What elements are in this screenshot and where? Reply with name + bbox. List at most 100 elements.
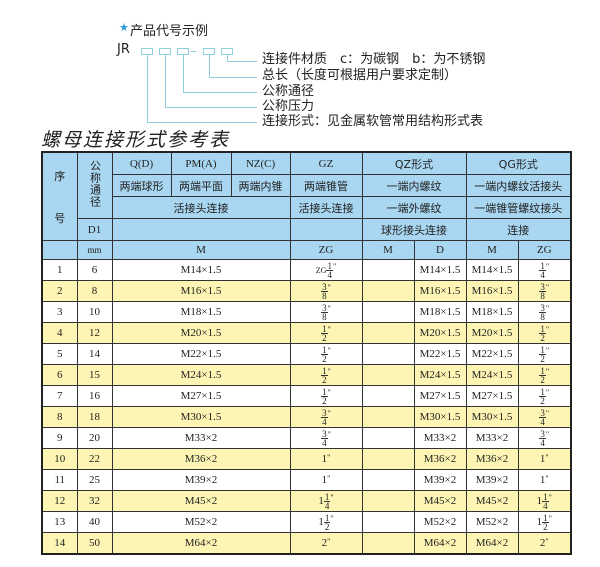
cell-qz-d: M14×1.5 (413, 259, 467, 281)
cell-qz-m (361, 385, 415, 407)
header-seq: 序号 (41, 151, 78, 241)
cell-qz-m (361, 364, 415, 386)
desc-connection: 连接形式：见金属软管常用结构形式表 (262, 114, 484, 129)
cell-no: 11 (41, 469, 78, 491)
table-row: 10 22 M36×2 1" M36×2 M36×2 1" (41, 448, 572, 470)
table-title: 螺母连接形式参考表 (41, 129, 231, 151)
cell-qg-zg: 3 4 " (517, 406, 572, 428)
code-box-length (203, 48, 215, 55)
cell-qz-d: M52×2 (413, 511, 467, 533)
cell-no: 12 (41, 490, 78, 512)
desc-pressure: 公称压力 (262, 99, 315, 114)
cell-qg-zg: 3 8 " (517, 280, 572, 302)
cell-d1: 12 (76, 322, 113, 344)
cell-qg-m: M14×1.5 (465, 259, 519, 281)
desc-material: 连接件材质 c：为碳钢 b：为不锈钢 (262, 52, 486, 67)
table-row: 7 16 M27×1.5 1 2 " M27×1.5 M27×1.5 1 2 " (41, 385, 572, 407)
cell-qg-zg: 3 4 " (517, 427, 572, 449)
cell-qz-d: M22×1.5 (413, 343, 467, 365)
cell-m: M22×1.5 (111, 343, 291, 365)
header-qz-desc1: 一端内螺纹 (361, 174, 467, 197)
cell-m: M27×1.5 (111, 385, 291, 407)
table-row: 2 8 M16×1.5 3 8 " M16×1.5 M16×1.5 3 8 " (41, 280, 572, 302)
table-row: 13 40 M52×2 1 1 2 " M52×2 M52×2 1 1 2 " (41, 511, 572, 533)
cell-qg-zg: 1 1 4 " (517, 490, 572, 512)
cell-d1: 10 (76, 301, 113, 323)
header-gz: GZ (289, 151, 363, 175)
header-qg-desc1: 一端内螺纹活接头 (465, 174, 572, 197)
cell-d1: 14 (76, 343, 113, 365)
cell-qz-m (361, 532, 415, 555)
cell-qz-m (361, 490, 415, 512)
cell-qg-m: M22×1.5 (465, 343, 519, 365)
cell-no: 2 (41, 280, 78, 302)
table-row: 4 12 M20×1.5 1 2 " M20×1.5 M20×1.5 1 2 " (41, 322, 572, 344)
cell-qz-d: M16×1.5 (413, 280, 467, 302)
cell-qg-m: M33×2 (465, 427, 519, 449)
header-qz-desc2: 一端外螺纹 (361, 196, 467, 219)
code-dash (191, 51, 196, 52)
cell-qz-d: M36×2 (413, 448, 467, 470)
header-nz: NZ(C) (230, 151, 291, 175)
cell-no: 4 (41, 322, 78, 344)
cell-zg: 3 4 " (289, 406, 363, 428)
cell-qg-m: M52×2 (465, 511, 519, 533)
cell-zg: 1 2 " (289, 364, 363, 386)
cell-qz-m (361, 511, 415, 533)
header-qg-desc3: 连接 (465, 218, 572, 241)
cell-no: 8 (41, 406, 78, 428)
cell-qg-zg: 2" (517, 532, 572, 555)
cell-qz-d: M27×1.5 (413, 385, 467, 407)
cell-qz-d: M64×2 (413, 532, 467, 555)
cell-qg-m: M64×2 (465, 532, 519, 555)
code-box-material (221, 48, 233, 55)
cell-m: M45×2 (111, 490, 291, 512)
cell-d1: 16 (76, 385, 113, 407)
header-pm-desc: 两端平面 (170, 174, 232, 197)
cell-zg: 1 2 " (289, 385, 363, 407)
cell-qz-m (361, 259, 415, 281)
header-qz-d: D (413, 240, 467, 260)
cell-no: 3 (41, 301, 78, 323)
cell-m: M30×1.5 (111, 406, 291, 428)
table-row: 14 50 M64×2 2" M64×2 M64×2 2" (41, 532, 572, 555)
cell-zg: 1 1 2 " (289, 511, 363, 533)
cell-qg-zg: 1" (517, 469, 572, 491)
cell-d1: 18 (76, 406, 113, 428)
cell-zg: 3 4 " (289, 427, 363, 449)
cell-m: M36×2 (111, 448, 291, 470)
cell-d1: 6 (76, 259, 113, 281)
cell-d1: 40 (76, 511, 113, 533)
header-m: M (111, 240, 291, 260)
table-row: 12 32 M45×2 1 1 4 " M45×2 M45×2 1 1 4 " (41, 490, 572, 512)
header-qz-desc3: 球形接头连接 (361, 218, 467, 241)
cell-m: M33×2 (111, 427, 291, 449)
header-d1: D1 (76, 218, 113, 241)
cell-no: 7 (41, 385, 78, 407)
header-qz-m: M (361, 240, 415, 260)
header-qz: QZ形式 (361, 151, 467, 175)
cell-m: M24×1.5 (111, 364, 291, 386)
cell-qg-m: M18×1.5 (465, 301, 519, 323)
desc-length: 总长（长度可根据用户要求定制） (262, 68, 458, 83)
cell-qg-m: M36×2 (465, 448, 519, 470)
cell-d1: 20 (76, 427, 113, 449)
header-gz-blank (289, 218, 363, 241)
cell-qz-d: M30×1.5 (413, 406, 467, 428)
table-row: 8 18 M30×1.5 3 4 " M30×1.5 M30×1.5 3 4 " (41, 406, 572, 428)
header-nz-desc: 两端内锥 (230, 174, 291, 197)
cell-qg-m: M30×1.5 (465, 406, 519, 428)
header-seq-cont (41, 240, 78, 260)
cell-qz-m (361, 427, 415, 449)
table-row: 3 10 M18×1.5 3 8 " M18×1.5 M18×1.5 3 8 " (41, 301, 572, 323)
cell-qz-d: M24×1.5 (413, 364, 467, 386)
cell-qg-zg: 1 1 2 " (517, 511, 572, 533)
code-prefix: JR (117, 42, 130, 57)
cell-qz-d: M33×2 (413, 427, 467, 449)
code-box-pressure (159, 48, 171, 55)
header-zg: ZG (289, 240, 363, 260)
cell-qz-d: M45×2 (413, 490, 467, 512)
cell-m: M39×2 (111, 469, 291, 491)
header-blank (111, 218, 291, 241)
cell-qg-m: M27×1.5 (465, 385, 519, 407)
